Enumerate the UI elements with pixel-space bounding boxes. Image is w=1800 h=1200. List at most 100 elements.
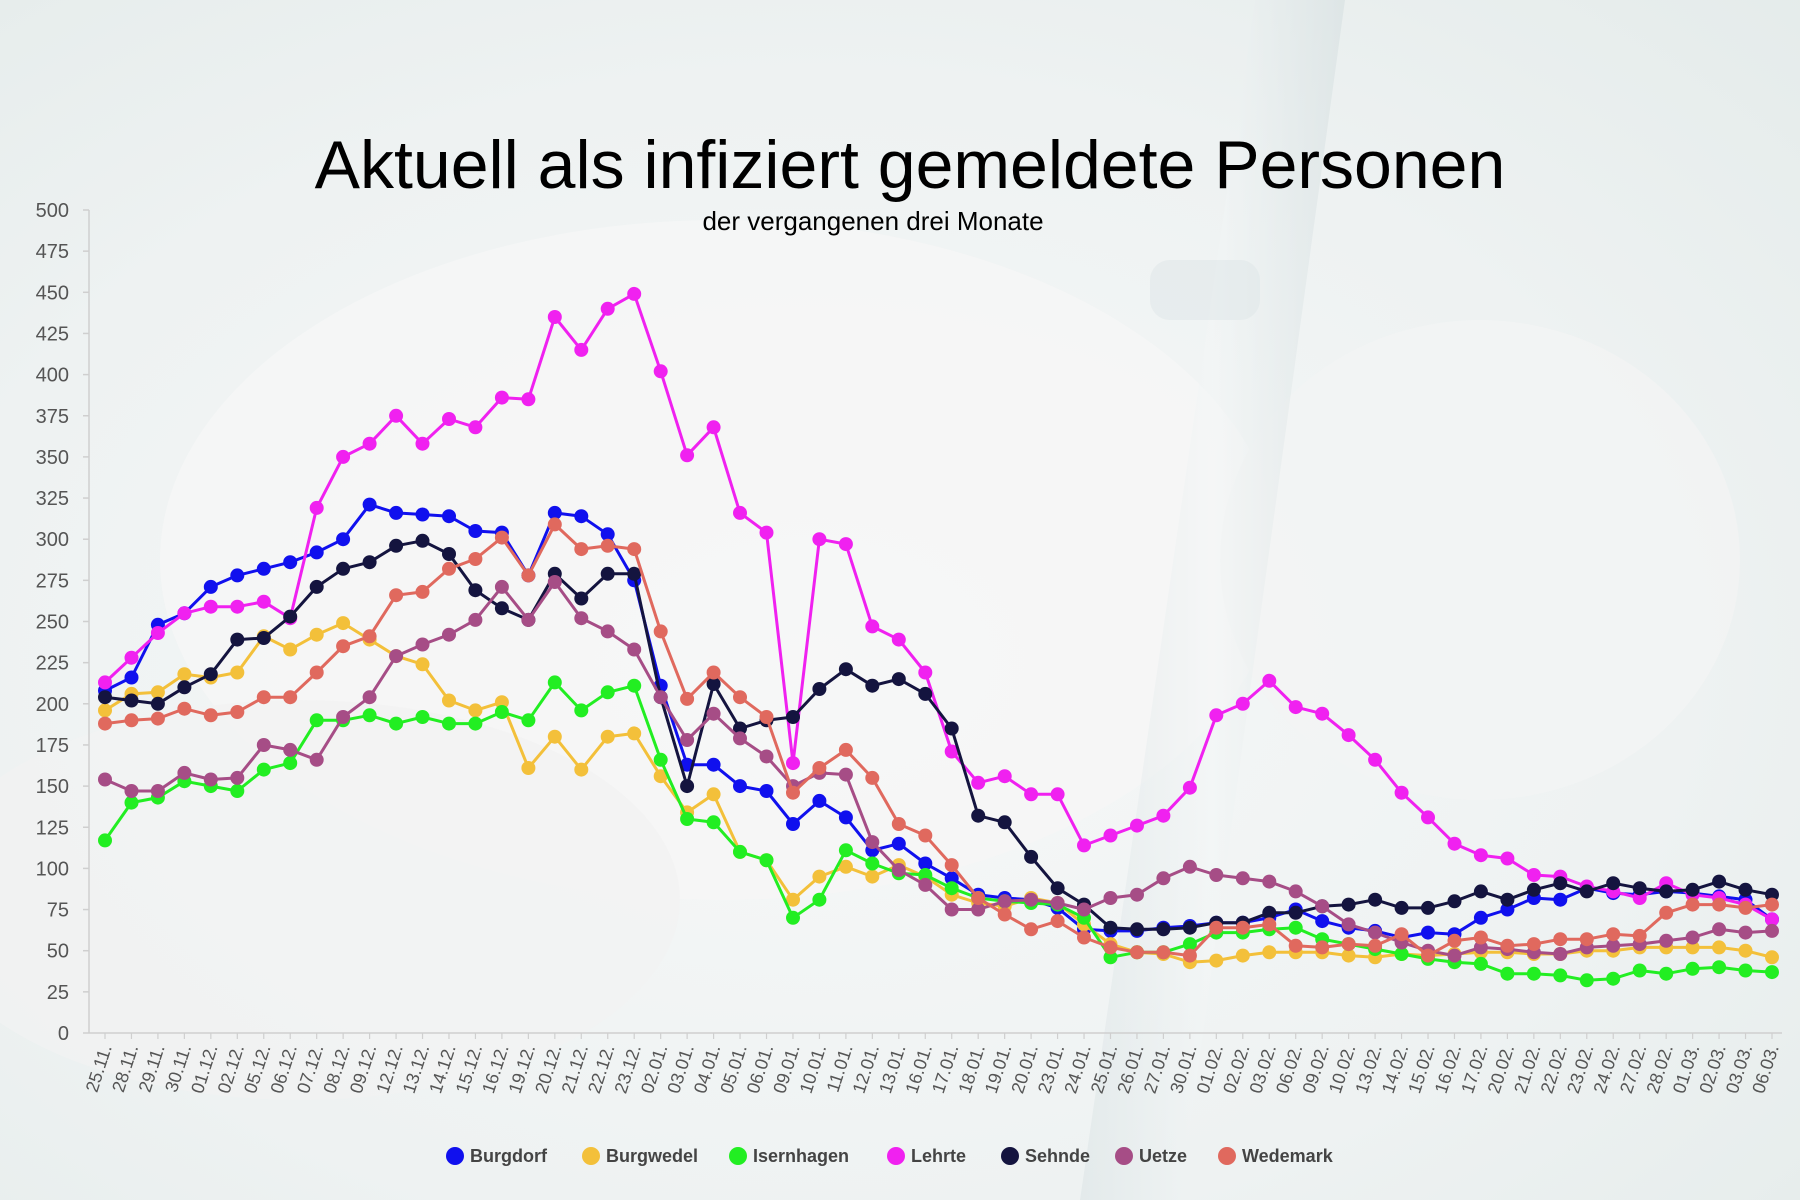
data-point-burgwedel <box>653 769 668 784</box>
data-point-isernhagen <box>706 815 721 830</box>
data-point-uetze <box>309 752 324 767</box>
data-point-isernhagen <box>547 675 562 690</box>
data-point-sehnde <box>812 682 827 696</box>
data-point-isernhagen <box>600 685 615 700</box>
y-tick-label: 475 <box>36 241 69 263</box>
data-point-isernhagen <box>283 756 298 771</box>
data-point-lehrte <box>415 436 430 451</box>
data-point-lehrte <box>759 525 774 540</box>
data-point-isernhagen <box>838 843 853 858</box>
data-point-burgwedel <box>494 695 509 710</box>
data-point-isernhagen <box>389 716 404 731</box>
data-point-isernhagen <box>415 710 430 724</box>
data-point-uetze <box>706 706 721 721</box>
data-point-uetze <box>574 611 589 626</box>
data-point-uetze <box>1077 902 1091 917</box>
data-point-burgwedel <box>468 703 483 718</box>
legend-label: Wedemark <box>1242 1146 1334 1166</box>
data-point-uetze <box>1341 917 1356 932</box>
y-tick-label: 350 <box>36 447 69 469</box>
data-point-sehnde <box>98 690 112 705</box>
data-point-lehrte <box>309 500 324 515</box>
data-point-wedemark <box>1394 927 1409 942</box>
y-tick-label: 450 <box>36 282 69 304</box>
legend-item-wedemark: Wedemark <box>1218 1146 1334 1166</box>
data-point-isernhagen <box>1765 965 1779 980</box>
data-point-wedemark <box>1473 930 1488 945</box>
data-point-sehnde <box>997 815 1012 830</box>
data-point-uetze <box>362 690 377 705</box>
data-point-uetze <box>1315 899 1330 914</box>
data-point-isernhagen <box>256 762 271 777</box>
data-point-sehnde <box>309 579 324 594</box>
data-point-isernhagen <box>468 716 483 731</box>
data-point-wedemark <box>1500 938 1515 953</box>
data-point-lehrte <box>547 310 562 324</box>
data-point-uetze <box>1050 896 1065 910</box>
data-point-lehrte <box>98 675 112 690</box>
data-point-lehrte <box>389 408 404 423</box>
data-point-lehrte <box>653 364 668 379</box>
data-point-sehnde <box>177 680 192 695</box>
data-point-lehrte <box>918 665 933 680</box>
data-point-wedemark <box>1579 932 1594 947</box>
data-point-wedemark <box>1050 914 1065 929</box>
series-line-burgwedel <box>103 621 1774 964</box>
data-point-uetze <box>336 710 351 724</box>
data-point-uetze <box>1103 891 1118 905</box>
data-point-uetze <box>150 784 165 798</box>
data-point-lehrte <box>1103 828 1118 843</box>
data-point-sehnde <box>1156 922 1171 937</box>
legend-marker <box>887 1147 905 1165</box>
data-point-isernhagen <box>627 678 642 693</box>
data-point-sehnde <box>1130 922 1144 937</box>
series-sehnde <box>98 533 1779 937</box>
data-point-uetze <box>1182 859 1197 874</box>
data-point-lehrte <box>1632 891 1647 905</box>
data-point-wedemark <box>1659 905 1674 920</box>
data-point-sehnde <box>1738 882 1753 897</box>
data-point-sehnde <box>1024 849 1039 864</box>
data-point-wedemark <box>1368 938 1383 953</box>
data-point-wedemark <box>1182 948 1197 963</box>
data-point-isernhagen <box>1632 963 1647 978</box>
data-point-lehrte <box>150 626 165 640</box>
data-point-uetze <box>918 877 933 892</box>
data-point-lehrte <box>336 449 351 464</box>
data-point-lehrte <box>944 744 959 759</box>
data-point-wedemark <box>627 542 642 557</box>
data-point-uetze <box>653 690 668 705</box>
data-point-sehnde <box>891 672 906 687</box>
data-point-uetze <box>1765 923 1779 938</box>
data-point-lehrte <box>1500 851 1515 866</box>
data-point-lehrte <box>997 769 1012 784</box>
legend-marker <box>446 1147 464 1165</box>
data-point-sehnde <box>1606 876 1621 891</box>
data-point-burgdorf <box>309 545 324 560</box>
legend: Burgdorf Burgwedel Isernhagen Lehrte Sehnde U… <box>446 1146 1334 1166</box>
data-point-lehrte <box>442 412 456 426</box>
data-point-wedemark <box>230 705 245 719</box>
series-line-wedemark <box>103 522 1774 958</box>
data-point-sehnde <box>1394 900 1409 915</box>
data-point-uetze <box>203 772 218 787</box>
data-point-burgdorf <box>442 509 456 524</box>
data-point-isernhagen <box>1182 937 1197 952</box>
data-point-lehrte <box>865 619 880 634</box>
data-point-lehrte <box>1077 838 1091 853</box>
data-point-lehrte <box>1341 728 1356 743</box>
data-point-uetze <box>1368 925 1383 940</box>
y-tick-label: 100 <box>36 858 69 880</box>
data-point-sehnde <box>362 555 377 570</box>
data-point-burgdorf <box>918 856 933 871</box>
data-point-lehrte <box>1209 708 1224 723</box>
data-point-isernhagen <box>1685 961 1700 976</box>
data-point-burgwedel <box>627 726 642 741</box>
data-point-burgwedel <box>1209 953 1224 968</box>
series-line-isernhagen <box>103 680 1774 982</box>
data-point-wedemark <box>706 665 721 680</box>
data-point-burgwedel <box>283 642 298 657</box>
data-point-isernhagen <box>98 833 112 848</box>
data-point-sehnde <box>336 561 351 576</box>
data-point-isernhagen <box>1606 971 1621 986</box>
